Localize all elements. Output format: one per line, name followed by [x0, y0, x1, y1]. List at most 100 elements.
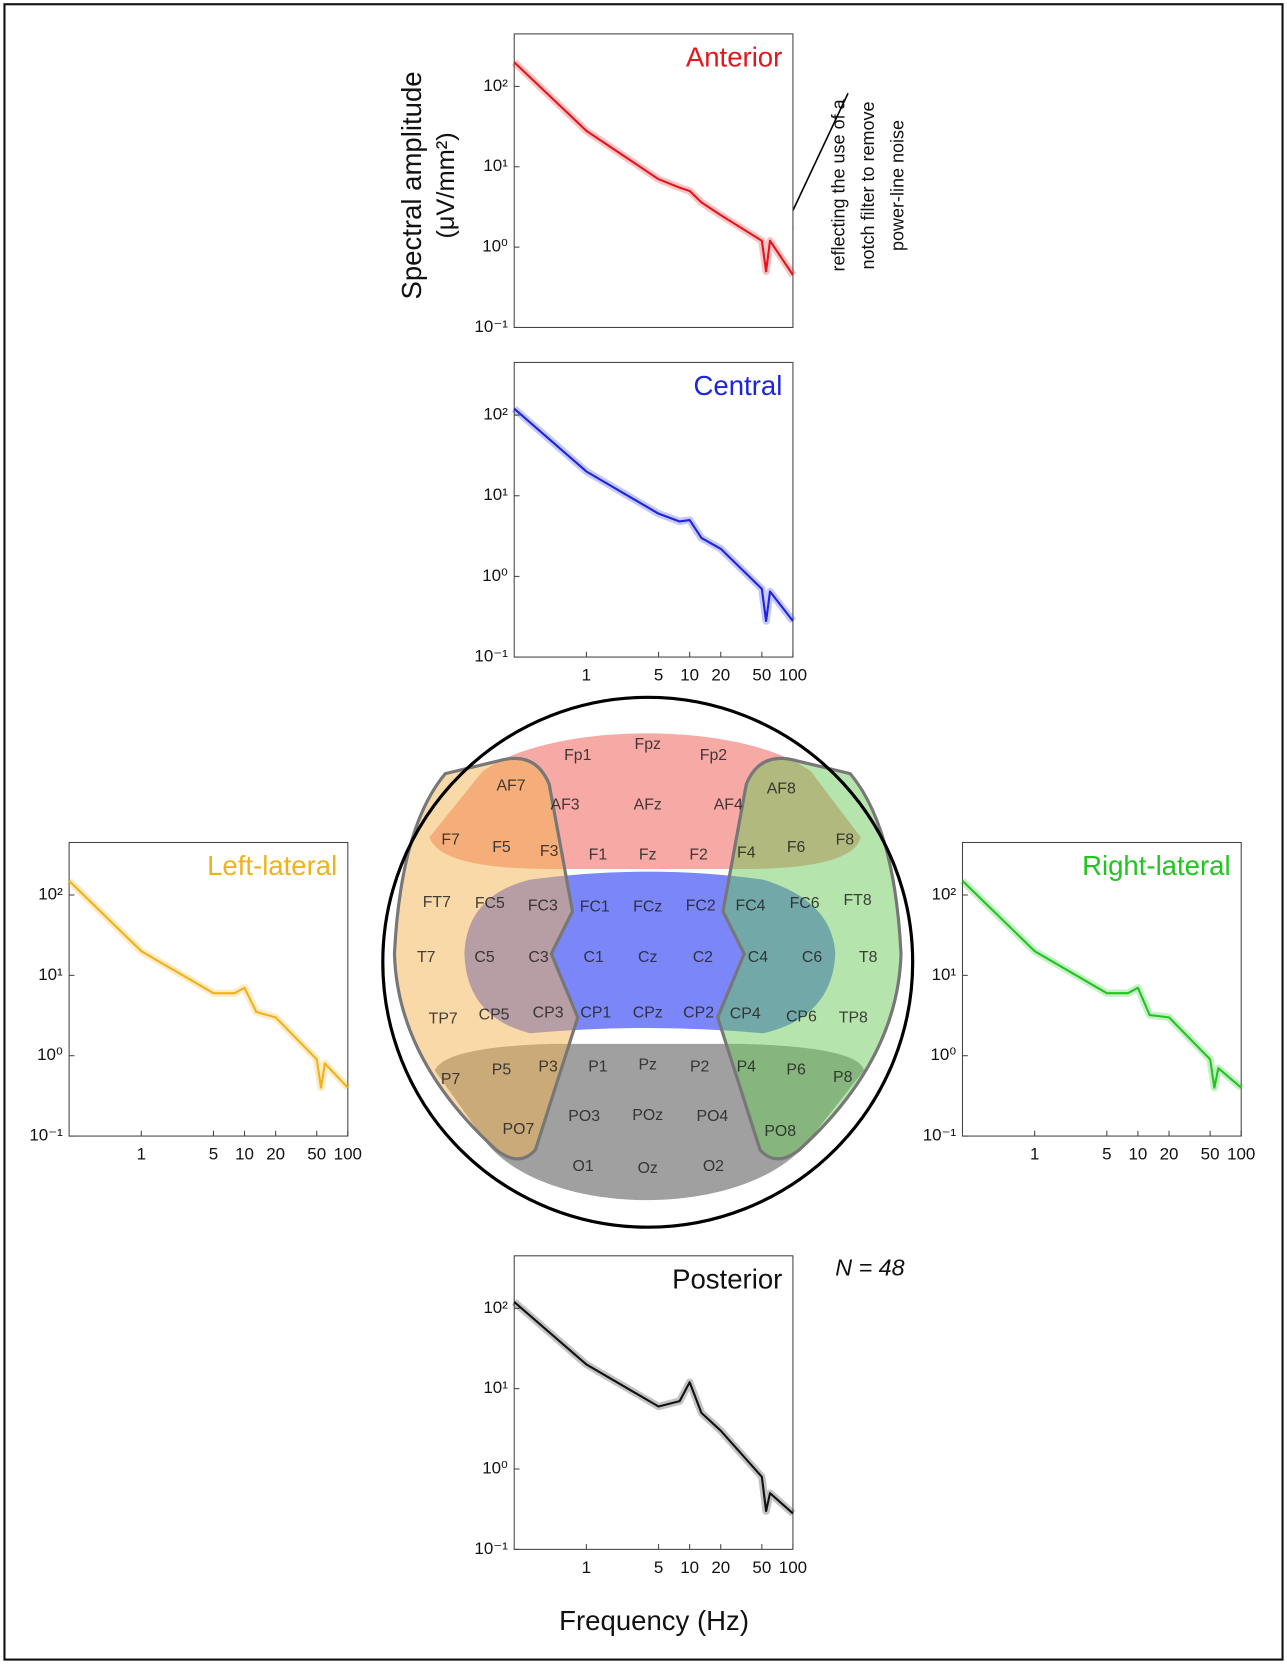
x-tick-label: 10	[1129, 1145, 1148, 1164]
x-tick-label: 20	[1160, 1145, 1179, 1164]
electrode-label: F7	[441, 832, 460, 849]
y-tick-label: 10⁻¹	[923, 1126, 957, 1145]
y-tick-label: 10¹	[483, 156, 508, 175]
electrode-label: O1	[573, 1158, 594, 1175]
y-tick-label: 10²	[38, 884, 63, 903]
y-tick-label: 10⁰	[37, 1045, 63, 1064]
x-tick-label: 10	[680, 666, 699, 685]
electrode-label: Fp2	[700, 747, 728, 764]
x-tick-label: 5	[654, 666, 663, 685]
electrode-label: P5	[492, 1062, 512, 1079]
electrode-label: P4	[737, 1058, 757, 1075]
electrode-label: Oz	[638, 1160, 658, 1177]
x-tick-label: 5	[209, 1145, 218, 1164]
electrode-label: P8	[833, 1069, 853, 1086]
electrode-label: PO7	[503, 1121, 535, 1138]
electrode-label: CP1	[580, 1004, 611, 1021]
electrode-label: AF8	[767, 781, 796, 798]
electrode-label: CP4	[730, 1005, 761, 1022]
x-tick-label: 50	[752, 666, 771, 685]
annotation: notch filter to remove	[858, 101, 878, 269]
x-tick-label: 50	[1201, 1145, 1220, 1164]
y-tick-label: 10⁰	[482, 237, 508, 256]
chart-title: Left-lateral	[207, 850, 337, 881]
x-tick-label: 10	[680, 1558, 699, 1577]
y-tick-label: 10²	[483, 405, 508, 424]
electrode-label: C4	[748, 949, 768, 966]
electrode-label: C2	[693, 949, 713, 966]
electrode-label: AFz	[634, 797, 662, 814]
x-tick-label: 100	[779, 666, 807, 685]
electrode-label: F4	[737, 844, 756, 861]
electrode-label: PO4	[697, 1108, 729, 1125]
electrode-label: FT8	[843, 892, 871, 909]
y-tick-label: 10²	[932, 884, 957, 903]
x-tick-label: 1	[137, 1145, 146, 1164]
electrode-label: FC3	[528, 897, 558, 914]
electrode-label: F1	[589, 846, 608, 863]
y-tick-label: 10¹	[38, 965, 63, 984]
x-axis-label: Frequency (Hz)	[559, 1605, 749, 1636]
electrode-label: Fp1	[564, 747, 592, 764]
figure: Fp1FpzFp2AF7AF3AFzAF4AF8F7F5F3F1FzF2F4F6…	[0, 0, 1287, 1667]
x-tick-label: 50	[752, 1558, 771, 1577]
y-tick-label: 10²	[483, 76, 508, 95]
y-tick-label: 10⁻¹	[474, 317, 508, 336]
chart-title: Anterior	[686, 42, 782, 73]
x-tick-label: 100	[779, 1558, 807, 1577]
electrode-label: F2	[689, 846, 708, 863]
electrode-label: C5	[474, 949, 494, 966]
electrode-label: F6	[787, 839, 806, 856]
x-tick-label: 1	[1030, 1145, 1039, 1164]
electrode-label: T8	[859, 949, 878, 966]
electrode-label: C1	[584, 949, 604, 966]
electrode-label: C3	[528, 949, 548, 966]
y-tick-label: 10⁻¹	[474, 647, 508, 666]
electrode-label: FT7	[423, 894, 451, 911]
y-tick-label: 10¹	[483, 1378, 508, 1397]
electrode-label: CP3	[533, 1004, 564, 1021]
y-tick-label: 10⁰	[930, 1045, 956, 1064]
electrode-label: O2	[703, 1158, 724, 1175]
y-tick-label: 10²	[483, 1298, 508, 1317]
electrode-label: PO8	[764, 1123, 796, 1140]
x-tick-label: 1	[582, 666, 591, 685]
y-tick-label: 10¹	[483, 485, 508, 504]
electrode-label: P2	[690, 1058, 710, 1075]
x-tick-label: 5	[1102, 1145, 1111, 1164]
y-axis-label: (μV/mm²)	[432, 132, 460, 238]
electrode-label: PO3	[568, 1108, 600, 1125]
electrode-label: TP8	[839, 1010, 868, 1027]
x-tick-label: 20	[711, 666, 730, 685]
y-tick-label: 10⁰	[482, 566, 508, 585]
electrode-label: AF7	[496, 778, 525, 795]
x-tick-label: 5	[654, 1558, 663, 1577]
electrode-label: CP2	[683, 1004, 714, 1021]
x-tick-label: 1	[582, 1558, 591, 1577]
electrode-label: C6	[802, 949, 822, 966]
x-tick-label: 100	[334, 1145, 362, 1164]
x-tick-label: 20	[266, 1145, 285, 1164]
y-axis-label: Spectral amplitude	[396, 71, 427, 299]
electrode-label: AF3	[551, 797, 580, 814]
x-tick-label: 10	[235, 1145, 254, 1164]
electrode-label: Cz	[638, 949, 657, 966]
electrode-label: F8	[836, 832, 855, 849]
electrode-label: FC5	[475, 895, 505, 912]
chart-title: Right-lateral	[1082, 850, 1231, 881]
plot-area	[514, 34, 793, 328]
y-tick-label: 10¹	[932, 965, 957, 984]
electrode-label: F5	[492, 839, 511, 856]
annotation: power-line noise	[888, 120, 908, 251]
electrode-label: FC6	[790, 895, 820, 912]
electrode-label: F3	[540, 843, 559, 860]
electrode-label: FC4	[736, 897, 766, 914]
electrode-label: Fpz	[635, 736, 662, 753]
electrode-label: CP6	[786, 1009, 817, 1026]
electrode-label: FCz	[633, 898, 662, 915]
electrode-label: AF4	[714, 797, 743, 814]
sample-size: N = 48	[835, 1255, 904, 1281]
electrode-label: CP5	[479, 1006, 510, 1023]
electrode-label: P3	[538, 1058, 558, 1075]
y-tick-label: 10⁻¹	[29, 1126, 63, 1145]
